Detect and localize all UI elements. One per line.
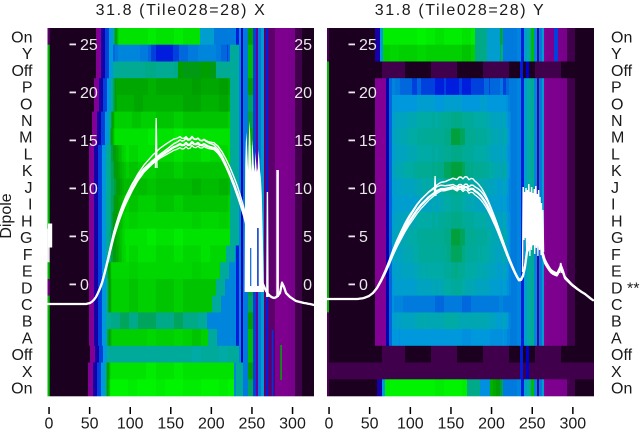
svg-text:K: K [22, 163, 33, 180]
svg-text:300: 300 [559, 416, 586, 433]
svg-text:K: K [611, 163, 622, 180]
svg-text:I: I [28, 197, 32, 214]
svg-text:B: B [611, 314, 622, 331]
svg-text:I: I [611, 197, 615, 214]
svg-text:250: 250 [519, 416, 546, 433]
svg-text:H: H [611, 213, 623, 230]
svg-text:L: L [24, 147, 33, 164]
svg-text:20: 20 [80, 85, 98, 102]
svg-text:N: N [611, 113, 623, 130]
svg-text:P: P [22, 80, 33, 97]
svg-text:On: On [611, 381, 632, 398]
svg-text:31.8 (Tile028=28) Y: 31.8 (Tile028=28) Y [375, 2, 546, 19]
svg-text:G: G [611, 230, 623, 247]
svg-text:0: 0 [325, 416, 334, 433]
svg-text:M: M [611, 130, 624, 147]
svg-text:20: 20 [294, 85, 312, 102]
svg-text:0: 0 [359, 277, 368, 294]
svg-text:C: C [611, 297, 623, 314]
svg-text:F: F [611, 247, 621, 264]
svg-text:10: 10 [294, 181, 312, 198]
svg-text:250: 250 [239, 416, 266, 433]
svg-text:10: 10 [80, 181, 98, 198]
svg-text:31.8 (Tile028=28) X: 31.8 (Tile028=28) X [96, 2, 267, 19]
svg-text:15: 15 [294, 133, 312, 150]
svg-text:Y: Y [22, 46, 33, 63]
svg-text:O: O [20, 96, 32, 113]
svg-text:300: 300 [279, 416, 306, 433]
svg-text:X: X [22, 364, 33, 381]
svg-text:F: F [23, 247, 33, 264]
svg-text:E: E [22, 264, 33, 281]
svg-text:M: M [19, 130, 32, 147]
svg-text:15: 15 [359, 133, 377, 150]
svg-text:25: 25 [359, 37, 377, 54]
svg-text:On: On [11, 29, 32, 46]
svg-text:P: P [611, 80, 622, 97]
svg-text:200: 200 [198, 416, 225, 433]
svg-text:20: 20 [359, 85, 377, 102]
svg-text:On: On [611, 29, 632, 46]
svg-text:O: O [611, 96, 623, 113]
svg-text:150: 150 [157, 416, 184, 433]
svg-text:0: 0 [303, 277, 312, 294]
svg-text:0: 0 [45, 416, 54, 433]
svg-text:H: H [21, 213, 33, 230]
svg-text:D: D [21, 280, 33, 297]
svg-text:A: A [22, 331, 33, 348]
svg-text:100: 100 [397, 416, 424, 433]
svg-text:Off: Off [11, 63, 33, 80]
svg-text:N: N [21, 113, 33, 130]
svg-text:On: On [11, 381, 32, 398]
svg-text:5: 5 [303, 229, 312, 246]
svg-text:Off: Off [611, 347, 633, 364]
svg-text:50: 50 [81, 416, 99, 433]
svg-text:25: 25 [294, 37, 312, 54]
svg-text:C: C [21, 297, 33, 314]
svg-text:Y: Y [611, 46, 622, 63]
svg-text:150: 150 [438, 416, 465, 433]
svg-text:J: J [25, 180, 33, 197]
svg-text:15: 15 [80, 133, 98, 150]
svg-text:200: 200 [478, 416, 505, 433]
svg-text:Off: Off [11, 347, 33, 364]
svg-text:10: 10 [359, 181, 377, 198]
svg-text:L: L [611, 147, 620, 164]
svg-text:0: 0 [80, 277, 89, 294]
svg-text:5: 5 [359, 229, 368, 246]
svg-text:50: 50 [361, 416, 379, 433]
svg-text:100: 100 [117, 416, 144, 433]
svg-text:J: J [611, 180, 619, 197]
svg-text:B: B [22, 314, 33, 331]
svg-text:Dipole: Dipole [0, 193, 15, 238]
svg-text:A: A [611, 331, 622, 348]
svg-text:X: X [611, 364, 622, 381]
svg-text:E: E [611, 264, 622, 281]
svg-text:Off: Off [611, 63, 633, 80]
svg-text:D **: D ** [611, 280, 639, 297]
svg-text:25: 25 [80, 37, 98, 54]
svg-text:G: G [20, 230, 32, 247]
svg-text:5: 5 [80, 229, 89, 246]
